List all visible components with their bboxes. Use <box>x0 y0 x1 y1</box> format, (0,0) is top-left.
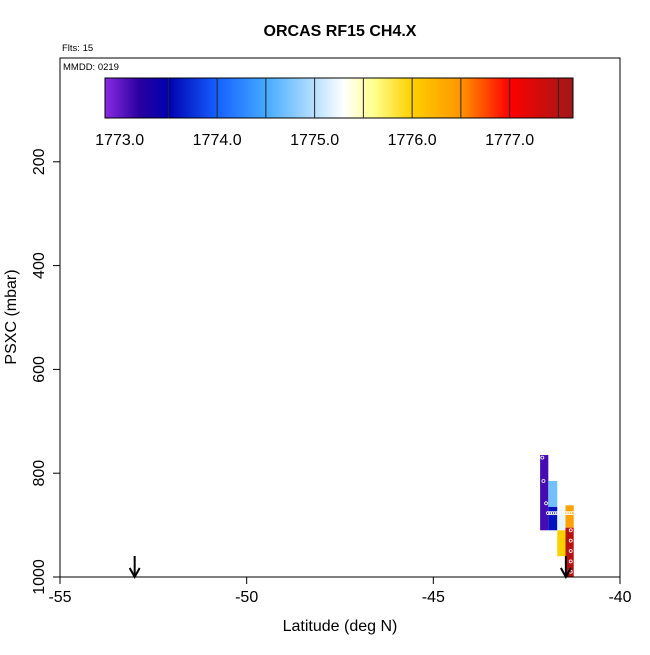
track-point <box>540 455 545 460</box>
y-tick-label: 600 <box>31 356 48 383</box>
track-point <box>550 511 555 516</box>
data-cells <box>540 455 574 577</box>
colorbar-tick-label: 1773.0 <box>95 132 144 149</box>
track-point <box>557 511 562 516</box>
data-cell <box>557 530 566 557</box>
x-tick-label: -55 <box>48 589 71 606</box>
track-point <box>552 511 557 516</box>
track-point <box>563 511 568 516</box>
track-point <box>570 511 575 516</box>
y-tick-label: 1000 <box>31 559 48 595</box>
x-axis: -55 -50 -45 -40 <box>48 576 632 606</box>
track-point <box>559 511 564 516</box>
track-point <box>568 528 573 533</box>
y-axis: 200 400 600 800 1000 <box>31 148 61 595</box>
colorbar-tick-label: 1775.0 <box>290 132 339 149</box>
data-cell <box>565 505 574 528</box>
track-point <box>561 511 566 516</box>
y-tick-label: 400 <box>31 252 48 279</box>
y-axis-label: PSXC (mbar) <box>3 269 20 364</box>
track-point <box>555 511 559 516</box>
data-cell <box>557 509 566 531</box>
track-point <box>568 511 573 516</box>
colorbar-tick-label: 1777.0 <box>485 132 534 149</box>
colorbar-ticks: 1773.0 1774.0 1775.0 1776.0 1777.0 <box>95 78 559 149</box>
track-point <box>544 501 548 506</box>
y-tick-label: 200 <box>31 148 48 175</box>
date-label: MMDD: 0219 <box>63 62 119 73</box>
y-tick-label: 800 <box>31 460 48 487</box>
data-cell <box>540 455 549 531</box>
track-point <box>541 479 546 483</box>
colorbar-tick-label: 1776.0 <box>388 132 437 149</box>
chart-title: ORCAS RF15 CH4.X <box>264 23 417 40</box>
track-point <box>548 511 553 516</box>
x-axis-label: Latitude (deg N) <box>283 618 398 635</box>
colorbar-tick-label: 1774.0 <box>193 132 242 149</box>
track-point <box>568 538 573 543</box>
colorbar-border <box>104 77 574 119</box>
x-tick-label: -45 <box>422 589 445 606</box>
arrow-markers <box>128 556 572 580</box>
track-point <box>566 511 571 516</box>
track-point <box>546 511 550 516</box>
x-tick-label: -50 <box>235 589 258 606</box>
track-point <box>568 549 573 553</box>
data-cell <box>548 506 558 531</box>
colorbar-gradient <box>104 77 574 119</box>
arrow-down-icon <box>128 556 141 580</box>
x-tick-label: -40 <box>608 589 631 606</box>
data-cell <box>548 480 558 507</box>
flights-label: Flts: 15 <box>62 43 93 54</box>
track-point <box>568 559 573 564</box>
colorbar-fill <box>105 78 573 118</box>
